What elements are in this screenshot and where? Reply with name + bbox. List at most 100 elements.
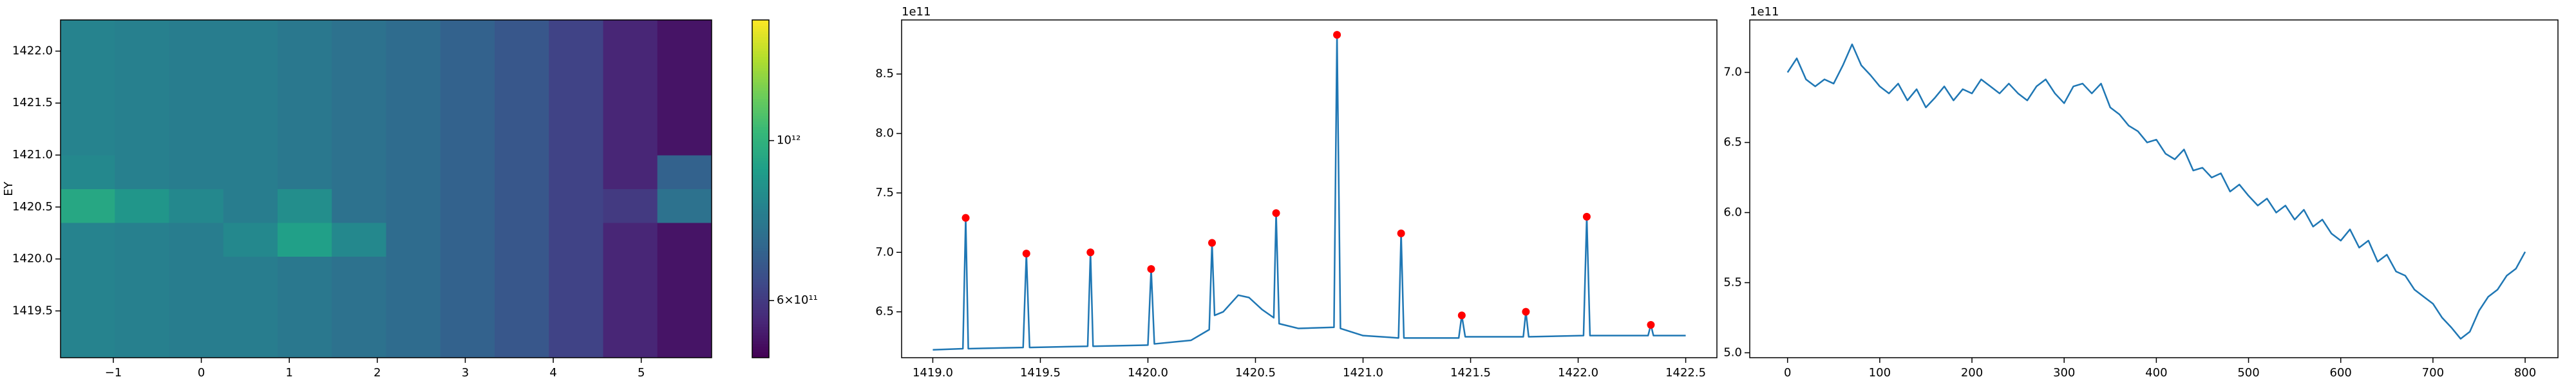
heatmap-cell bbox=[278, 223, 332, 257]
heatmap-cell bbox=[61, 155, 115, 189]
colorbar-step bbox=[752, 335, 769, 338]
colorbar-step bbox=[752, 82, 769, 86]
x-tick-label: 1422.5 bbox=[1665, 366, 1706, 380]
y-tick-label: 6.5 bbox=[1723, 135, 1742, 149]
peak-marker bbox=[1582, 212, 1591, 221]
x-tick-label: 1421.5 bbox=[1450, 366, 1491, 380]
colorbar-step bbox=[752, 96, 769, 99]
heatmap-cell bbox=[440, 155, 495, 189]
colorbar-step bbox=[752, 346, 769, 350]
heatmap-cell bbox=[657, 121, 712, 156]
heatmap-cell bbox=[494, 121, 549, 156]
heatmap-cell bbox=[549, 121, 604, 156]
colorbar-tick-label: 10¹² bbox=[777, 134, 800, 147]
peak-marker bbox=[1022, 250, 1030, 258]
heatmap-cell bbox=[332, 121, 386, 156]
heatmap-cell bbox=[169, 223, 224, 257]
heatmap-cell bbox=[61, 223, 115, 257]
colorbar-step bbox=[752, 295, 769, 299]
x-tick-label: 0 bbox=[198, 366, 205, 380]
colorbar-step bbox=[752, 250, 769, 254]
heatmap-cell bbox=[223, 87, 278, 122]
x-tick-label: 3 bbox=[462, 366, 469, 380]
heatmap-cell bbox=[657, 324, 712, 358]
colorbar-step bbox=[752, 242, 769, 246]
colorbar-step bbox=[752, 51, 769, 54]
colorbar-step bbox=[752, 290, 769, 293]
peak-marker bbox=[1333, 31, 1341, 39]
heatmap-cell bbox=[603, 188, 658, 223]
colorbar-step bbox=[752, 338, 769, 342]
colorbar-step bbox=[752, 200, 769, 203]
colorbar-step bbox=[752, 194, 769, 198]
heatmap-cell bbox=[386, 155, 441, 189]
heatmap-cell bbox=[61, 87, 115, 122]
heatmap-cell bbox=[278, 256, 332, 291]
heatmap-cell bbox=[169, 324, 224, 358]
heatmap-cell bbox=[223, 155, 278, 189]
heatmap-cell bbox=[169, 87, 224, 122]
colorbar-step bbox=[752, 56, 769, 60]
colorbar-step bbox=[752, 174, 769, 178]
heatmap-cell bbox=[657, 87, 712, 122]
colorbar-step bbox=[752, 329, 769, 333]
heatmap-cell bbox=[223, 188, 278, 223]
colorbar-step bbox=[752, 155, 769, 158]
colorbar-step bbox=[752, 138, 769, 142]
heatmap-cell bbox=[603, 256, 658, 291]
colorbar-step bbox=[752, 110, 769, 113]
x-tick-label: 1 bbox=[285, 366, 292, 380]
colorbar-step bbox=[752, 31, 769, 35]
x-tick-label: 1420.0 bbox=[1128, 366, 1168, 380]
colorbar-step bbox=[752, 197, 769, 201]
heatmap-cell bbox=[657, 290, 712, 324]
colorbar-step bbox=[752, 281, 769, 285]
colorbar-step bbox=[752, 287, 769, 291]
x-tick-label: 500 bbox=[2237, 366, 2259, 380]
heatmap-cell bbox=[549, 87, 604, 122]
heatmap-cell bbox=[603, 20, 658, 54]
colorbar-step bbox=[752, 307, 769, 311]
heatmap-cell bbox=[115, 20, 169, 54]
colorbar-step bbox=[752, 180, 769, 184]
heatmap-cell bbox=[223, 53, 278, 88]
peak-marker bbox=[1272, 209, 1280, 217]
heatmap-cell bbox=[169, 20, 224, 54]
colorbar-step bbox=[752, 273, 769, 277]
colorbar-step bbox=[752, 186, 769, 189]
colorbar-step bbox=[752, 223, 769, 226]
x-tick-label: 1419.5 bbox=[1020, 366, 1061, 380]
colorbar-step bbox=[752, 231, 769, 234]
heatmap-cell bbox=[332, 223, 386, 257]
colorbar-step bbox=[752, 234, 769, 237]
axes-frame bbox=[60, 19, 712, 358]
colorbar-step bbox=[752, 68, 769, 71]
colorbar-step bbox=[752, 127, 769, 131]
heatmap-cell bbox=[603, 121, 658, 156]
heatmap-cell bbox=[386, 256, 441, 291]
heatmap-cell bbox=[494, 53, 549, 88]
peak-marker bbox=[1457, 311, 1466, 320]
colorbar-step bbox=[752, 90, 769, 94]
colorbar-step bbox=[752, 326, 769, 330]
y-tick-label: 5.5 bbox=[1723, 275, 1742, 289]
colorbar-step bbox=[752, 135, 769, 139]
heatmap-cell bbox=[332, 155, 386, 189]
y-tick-label: 6.0 bbox=[1723, 205, 1742, 219]
heatmap-cell bbox=[115, 188, 169, 223]
colorbar-step bbox=[752, 349, 769, 353]
peak-marker bbox=[1522, 308, 1530, 316]
y-tick-label: 1421.5 bbox=[12, 96, 53, 109]
colorbar-step bbox=[752, 318, 769, 322]
y-tick-label: 7.0 bbox=[1723, 66, 1742, 79]
colorbar-step bbox=[752, 23, 769, 26]
heatmap-cell bbox=[278, 87, 332, 122]
colorbar-step bbox=[752, 39, 769, 43]
colorbar-step bbox=[752, 169, 769, 172]
heatmap-cell bbox=[278, 121, 332, 156]
y-tick-label: 5.0 bbox=[1723, 345, 1742, 359]
colorbar-step bbox=[752, 98, 769, 102]
colorbar-step bbox=[752, 315, 769, 319]
colorbar-step bbox=[752, 262, 769, 266]
colorbar-step bbox=[752, 104, 769, 108]
